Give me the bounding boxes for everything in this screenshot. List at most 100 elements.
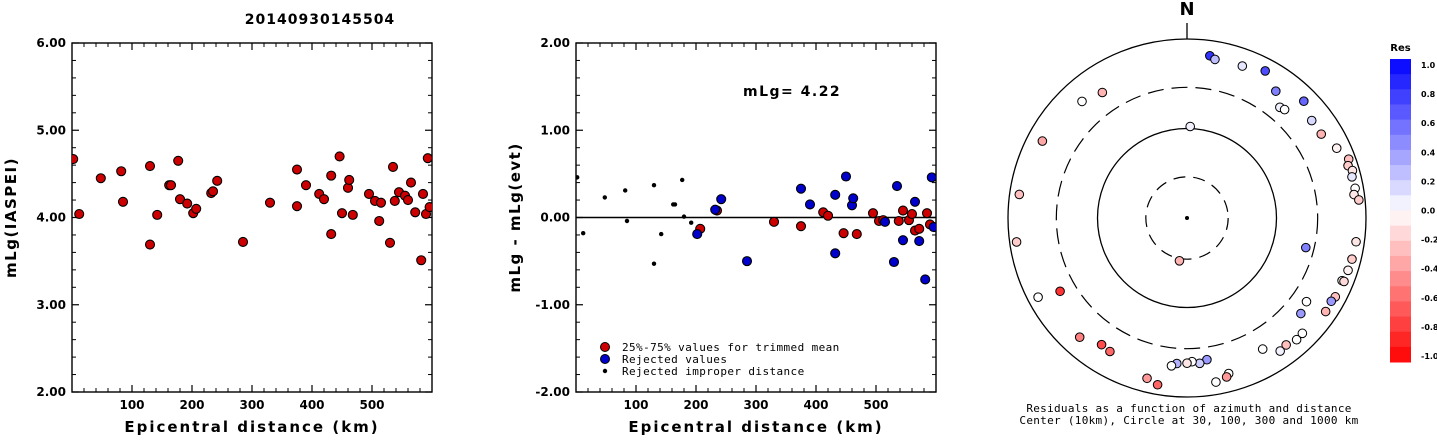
- data-point: [334, 151, 345, 162]
- data-point-trimmed: [914, 223, 925, 234]
- station-residual-point: [1194, 358, 1205, 369]
- y-tick-label: 1.00: [540, 123, 570, 137]
- data-point: [264, 197, 276, 208]
- station-residual-point: [1077, 96, 1087, 107]
- x-tick-label: 100: [623, 398, 648, 412]
- colorbar-segment: [1390, 180, 1411, 196]
- x-axis-label: Epicentral distance (km): [628, 418, 883, 436]
- station-residual-point: [1105, 346, 1115, 357]
- data-point: [152, 209, 163, 220]
- station-residual-point: [1296, 308, 1306, 319]
- station-residual-point: [1339, 276, 1349, 287]
- station-residual-point: [1351, 236, 1361, 247]
- station-residual-point: [1326, 296, 1337, 307]
- station-residual-point: [1316, 129, 1327, 139]
- data-point-rejected: [928, 222, 936, 233]
- data-point-trimmed: [867, 208, 879, 219]
- data-point: [237, 236, 249, 247]
- data-point: [389, 195, 400, 206]
- station-residual-point: [1210, 54, 1220, 65]
- colorbar-segment: [1390, 149, 1411, 166]
- colorbar-tick-label: 0.2: [1421, 177, 1435, 186]
- data-point-improper-distance: [659, 231, 664, 237]
- data-point: [405, 177, 417, 188]
- residual-colorbar: Res 1.0 0.8 0.6 0.4 0.2 0.0 -0.2 -0.4 -0.6 -0.8 -1.…: [1390, 43, 1437, 363]
- y-tick-label: 5.00: [36, 123, 66, 137]
- colorbar-tick-label: 0.8: [1421, 90, 1436, 99]
- colorbar-tick-label: -0.4: [1421, 265, 1437, 274]
- x-tick-label: 100: [119, 398, 144, 412]
- polar-caption-line1: Residuals as a function of azimuth and d…: [1026, 402, 1351, 415]
- data-point: [165, 180, 177, 191]
- legend-marker: [602, 368, 608, 374]
- data-point-rejected: [909, 196, 921, 207]
- station-residual-point: [1142, 373, 1152, 384]
- data-point: [291, 201, 303, 212]
- station-residual-point: [1347, 254, 1357, 264]
- x-tick-label: 300: [239, 398, 264, 412]
- data-point-rejected: [897, 235, 909, 246]
- colorbar-segment: [1390, 316, 1411, 333]
- data-point-trimmed: [897, 205, 909, 216]
- polar-chart: N Residuals as a function of azimuth and …: [1007, 0, 1367, 427]
- data-point: [416, 255, 427, 266]
- north-label: N: [1179, 0, 1194, 20]
- data-point: [387, 161, 399, 172]
- circle-300km: [1055, 86, 1319, 350]
- colorbar-segment: [1390, 210, 1411, 227]
- data-point-rejected: [888, 256, 900, 268]
- x-tick-label: 500: [863, 398, 888, 412]
- x-tick-label: 200: [179, 398, 204, 412]
- colorbar-segment: [1390, 271, 1411, 287]
- data-point: [375, 197, 387, 208]
- data-point-rejected: [891, 181, 903, 192]
- colorbar-segment: [1390, 195, 1411, 211]
- data-layer: [72, 151, 432, 266]
- data-point: [95, 173, 106, 184]
- colorbar-segment: [1390, 59, 1411, 75]
- station-residual-point: [1260, 66, 1271, 76]
- x-axis-label: Epicentral distance (km): [124, 418, 379, 436]
- x-tick-label: 400: [299, 398, 324, 412]
- data-point-rejected: [692, 229, 703, 240]
- data-point: [384, 237, 396, 248]
- colorbar-segment: [1390, 346, 1411, 363]
- station-residual-point: [1279, 104, 1290, 115]
- data-point: [173, 155, 184, 166]
- station-residual-point: [1237, 61, 1248, 71]
- data-point: [424, 201, 432, 213]
- legend-label: Rejected improper distance: [622, 365, 805, 378]
- station-residual-point: [1331, 143, 1342, 153]
- polar-caption-line2: Center (10km), Circle at 30, 100, 300 an…: [1019, 414, 1358, 427]
- x-tick-label: 200: [683, 398, 708, 412]
- station-residual-point: [1221, 372, 1232, 382]
- data-point: [212, 175, 223, 186]
- x-tick-label: 400: [803, 398, 828, 412]
- data-point-improper-distance: [602, 195, 607, 200]
- data-point-improper-distance: [624, 218, 630, 224]
- data-point: [410, 207, 421, 218]
- x-tick-label: 300: [743, 398, 768, 412]
- legend-marker: [600, 342, 610, 352]
- data-point-rejected: [741, 256, 753, 267]
- station-residual-point: [1291, 334, 1302, 345]
- data-point-trimmed: [768, 216, 780, 227]
- data-point-improper-distance: [672, 202, 678, 207]
- y-axis-label: mLg(IASPEI): [2, 157, 20, 278]
- data-point: [182, 198, 193, 209]
- colorbar-segment: [1390, 165, 1411, 181]
- station-residual-point: [1300, 242, 1311, 253]
- data-point-improper-distance: [651, 183, 657, 188]
- data-point-improper-distance: [689, 220, 694, 225]
- colorbar-segment: [1390, 225, 1411, 242]
- station-residual-point: [1033, 292, 1043, 302]
- data-point: [417, 188, 429, 199]
- data-point-improper-distance: [576, 175, 580, 180]
- colorbar-segment: [1390, 331, 1411, 348]
- legend-marker: [600, 354, 610, 364]
- station-residual-point: [1281, 340, 1291, 350]
- station-residual-point: [1354, 195, 1364, 205]
- legend-label: Rejected values: [622, 353, 727, 366]
- data-point: [422, 153, 432, 164]
